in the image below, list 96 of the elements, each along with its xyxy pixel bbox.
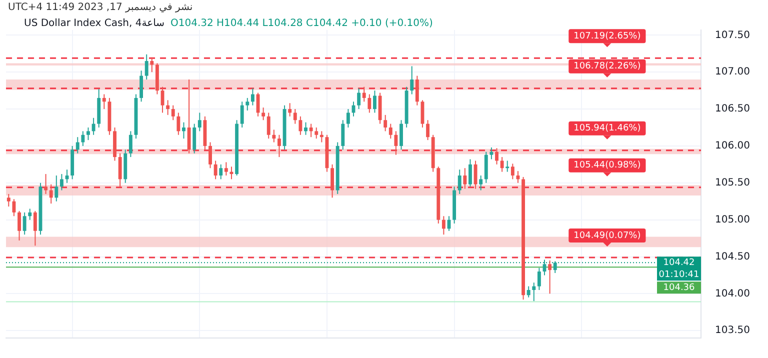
chart-title: US Dollar Index Cash, 4ساعة	[24, 18, 164, 29]
candlestick	[495, 148, 498, 165]
candlestick	[458, 169, 462, 194]
candlestick	[81, 130, 85, 146]
candlestick	[510, 163, 514, 180]
ref-line-label: 106.78(2.26%)	[574, 62, 641, 72]
candlestick	[341, 120, 345, 150]
candlestick	[166, 100, 170, 116]
ref-line-label: 105.44(0.98%)	[574, 160, 641, 171]
candlestick	[309, 123, 313, 138]
ref-line-label: 107.19(2.65%)	[574, 31, 641, 42]
candlestick	[314, 126, 318, 140]
y-tick-label: 105.00	[715, 214, 750, 226]
candlestick	[118, 152, 122, 188]
candlestick	[187, 78, 191, 154]
candlestick	[60, 174, 64, 191]
candlestick	[250, 88, 254, 106]
candlestick	[144, 54, 148, 80]
candlestick	[171, 104, 175, 121]
candlestick	[6, 193, 10, 208]
y-tick-label: 107.50	[715, 30, 750, 41]
candlestick	[208, 142, 212, 169]
candlestick	[198, 112, 202, 132]
y-tick-label: 106.50	[715, 104, 750, 115]
chart-subtitle: نشر في ديسمبر 17, 2023 11:49 UTC+4	[8, 2, 193, 13]
candlestick	[394, 130, 398, 156]
candlestick	[373, 90, 376, 114]
candlestick	[516, 170, 520, 184]
candlestick	[246, 97, 250, 112]
candlestick	[415, 75, 419, 106]
candlestick	[240, 101, 244, 128]
candlestick	[214, 160, 218, 180]
candlestick	[140, 70, 144, 102]
candlestick	[92, 117, 96, 136]
candlestick	[330, 164, 334, 198]
annotation: 01:10:41	[658, 270, 700, 280]
candlestick	[320, 130, 324, 143]
candlestick	[537, 267, 541, 290]
candlestick	[384, 114, 388, 132]
candlestick	[553, 260, 557, 274]
candlestick	[410, 66, 414, 95]
candlestick	[86, 126, 90, 141]
candlestick	[500, 156, 504, 172]
candlestick	[506, 160, 510, 172]
candlestick	[266, 112, 270, 140]
y-tick-label: 107.00	[715, 66, 750, 78]
candlestick	[192, 123, 196, 154]
candlestick	[426, 120, 430, 141]
candlestick	[18, 210, 21, 242]
candlestick	[262, 107, 266, 121]
candlestick	[463, 168, 467, 190]
candlestick	[388, 123, 392, 140]
candlestick	[176, 112, 180, 136]
y-tick-label: 105.50	[715, 177, 750, 188]
candlestick	[128, 130, 132, 158]
candlestick	[150, 56, 154, 73]
y-tick-label: 104.00	[715, 288, 750, 300]
candlestick	[33, 210, 37, 246]
candlestick	[532, 282, 536, 302]
candlestick	[548, 260, 552, 294]
text: O104.32 H104.44 L104.28 C104.42 +0.10 (+0.10%)	[170, 18, 433, 29]
candlestick	[182, 122, 186, 140]
candlestick	[474, 160, 478, 190]
ref-line-label: 105.94(1.46%)	[574, 124, 641, 134]
candlestick	[288, 102, 292, 117]
candlestick	[346, 108, 350, 128]
candlestick	[54, 175, 58, 202]
candlestick	[219, 164, 223, 180]
candlestick	[272, 129, 276, 143]
candlestick	[468, 158, 472, 188]
candlestick	[442, 216, 446, 236]
candlestick	[298, 116, 302, 136]
y-tick-label: 104.50	[715, 251, 750, 262]
candlestick	[22, 212, 26, 236]
candlestick	[28, 208, 32, 220]
candlestick	[479, 175, 483, 191]
candlestick	[400, 120, 403, 150]
ref-line-label: 104.49(0.07%)	[574, 230, 641, 241]
candlestick	[76, 136, 80, 154]
candlestick	[304, 122, 308, 136]
y-tick-label: 103.50	[715, 325, 750, 336]
candlestick	[526, 286, 530, 298]
candlestick	[293, 108, 297, 124]
candlestick	[368, 94, 372, 114]
ref-line-label: 104.42	[663, 258, 695, 268]
candlestick	[362, 86, 366, 102]
candlestick	[278, 134, 281, 158]
candlestick	[12, 198, 16, 217]
candlestick	[44, 174, 48, 194]
candlestick	[49, 184, 53, 204]
candlestick	[224, 162, 228, 176]
y-tick-label: 106.00	[715, 140, 750, 152]
candlestick	[102, 94, 106, 110]
candlestick	[357, 88, 361, 110]
ref-line-label: 104.36	[663, 283, 696, 294]
candlestick	[490, 146, 494, 160]
